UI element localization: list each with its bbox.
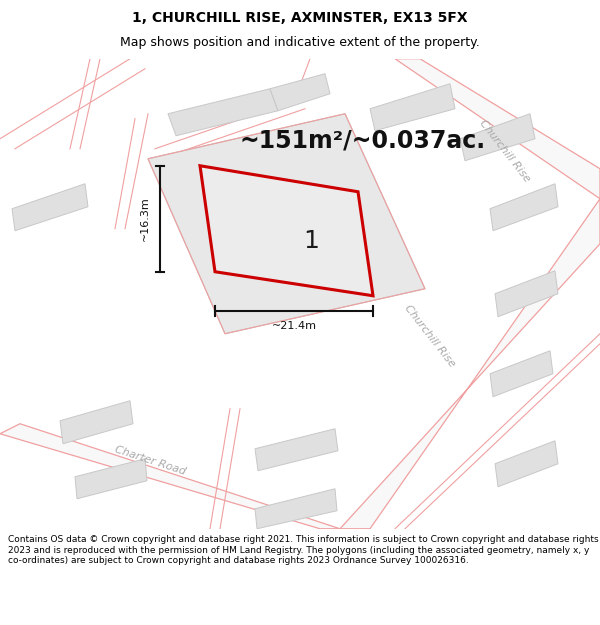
Polygon shape xyxy=(60,401,133,444)
Text: ~151m²/~0.037ac.: ~151m²/~0.037ac. xyxy=(240,129,486,152)
Text: ~16.3m: ~16.3m xyxy=(140,196,150,241)
Polygon shape xyxy=(495,441,558,487)
Polygon shape xyxy=(0,424,340,529)
Polygon shape xyxy=(370,84,455,131)
Text: 1: 1 xyxy=(304,229,319,253)
Text: ~21.4m: ~21.4m xyxy=(271,321,317,331)
Text: Contains OS data © Crown copyright and database right 2021. This information is : Contains OS data © Crown copyright and d… xyxy=(8,535,598,565)
Text: Churchill Rise: Churchill Rise xyxy=(403,302,457,369)
Polygon shape xyxy=(270,74,330,111)
Text: 1, CHURCHILL RISE, AXMINSTER, EX13 5FX: 1, CHURCHILL RISE, AXMINSTER, EX13 5FX xyxy=(132,11,468,24)
Polygon shape xyxy=(490,184,558,231)
Polygon shape xyxy=(148,114,425,334)
Polygon shape xyxy=(255,429,338,471)
Polygon shape xyxy=(340,199,600,529)
Polygon shape xyxy=(495,271,558,317)
Polygon shape xyxy=(395,59,600,199)
Text: Churchill Rise: Churchill Rise xyxy=(478,118,532,184)
Polygon shape xyxy=(75,459,147,499)
Polygon shape xyxy=(460,114,535,161)
Text: Map shows position and indicative extent of the property.: Map shows position and indicative extent… xyxy=(120,36,480,49)
Text: Charter Road: Charter Road xyxy=(113,444,187,477)
Polygon shape xyxy=(168,89,278,136)
Polygon shape xyxy=(490,351,553,397)
Polygon shape xyxy=(12,184,88,231)
Polygon shape xyxy=(255,489,337,529)
Polygon shape xyxy=(200,166,373,296)
